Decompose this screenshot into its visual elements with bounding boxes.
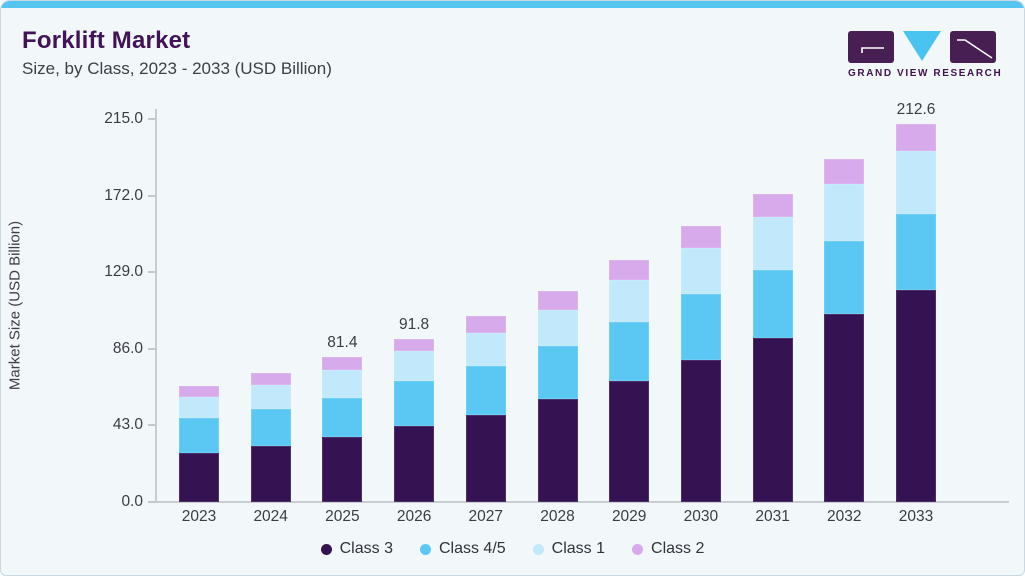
legend-dot-icon bbox=[320, 543, 332, 555]
bar-segment-2023-class-3 bbox=[179, 453, 219, 502]
bar-segment-2028-class-3 bbox=[537, 398, 578, 502]
legend-label: Class 2 bbox=[651, 540, 705, 557]
legend-item-class-4-5: Class 4/5 bbox=[419, 540, 506, 558]
legend-label: Class 1 bbox=[551, 540, 606, 557]
bar-segment-2033-class-1 bbox=[896, 151, 936, 215]
legend-item-class-3: Class 3 bbox=[320, 540, 393, 558]
x-tick-label-2031: 2031 bbox=[755, 508, 790, 525]
logo-marks bbox=[848, 31, 996, 64]
logo-text: GRAND VIEW RESEARCH bbox=[848, 68, 1003, 79]
x-tick-label-2027: 2027 bbox=[468, 508, 504, 525]
bar-total-label-2026: 91.8 bbox=[399, 315, 430, 333]
legend-label: Class 3 bbox=[339, 540, 393, 557]
bar-total-label-2025: 81.4 bbox=[327, 334, 358, 352]
y-tick-label-0.0: 0.0 bbox=[121, 493, 143, 510]
bar-segment-2028-class-4-5 bbox=[537, 345, 578, 399]
bar-segment-2028-class-1 bbox=[537, 309, 578, 346]
page-title: Forklift Market bbox=[22, 27, 191, 54]
bar-segment-2023-class-4-5 bbox=[179, 418, 219, 454]
y-tick-label-86.0: 86.0 bbox=[112, 339, 143, 357]
chart-legend: Class 3 Class 4/5 Class 1 Class 2 bbox=[1, 540, 1024, 558]
y-tick-label-172.0: 172.0 bbox=[104, 186, 143, 204]
bar-segment-2028-class-2 bbox=[537, 290, 578, 310]
bar-segment-2025-class-3 bbox=[322, 437, 363, 502]
x-tick-label-2026: 2026 bbox=[396, 508, 432, 525]
x-tick-label-2024: 2024 bbox=[253, 508, 288, 525]
y-axis-line bbox=[155, 109, 157, 502]
bar-segment-2026-class-3 bbox=[394, 426, 435, 502]
x-axis-line bbox=[155, 501, 1009, 503]
x-tick-label-2029: 2029 bbox=[611, 508, 647, 525]
legend-label: Class 4/5 bbox=[438, 540, 506, 557]
bar-segment-2027-class-3 bbox=[465, 414, 506, 502]
bar-segment-2027-class-4-5 bbox=[465, 366, 506, 415]
bar-segment-2031-class-2 bbox=[752, 194, 793, 217]
logo-g-icon bbox=[848, 31, 894, 63]
bar-segment-2030-class-2 bbox=[680, 225, 721, 248]
top-accent-bar bbox=[1, 1, 1024, 8]
page-subtitle: Size, by Class, 2023 - 2033 (USD Billion… bbox=[22, 59, 332, 78]
bar-segment-2029-class-1 bbox=[609, 280, 650, 322]
bar-segment-2031-class-4-5 bbox=[752, 269, 793, 339]
y-tick-label-129.0: 129.0 bbox=[104, 263, 143, 281]
grand-view-research-logo: GRAND VIEW RESEARCH bbox=[848, 31, 1003, 79]
y-tick-mark-0.0 bbox=[148, 501, 156, 503]
legend-item-class-2: Class 2 bbox=[632, 540, 704, 558]
bar-segment-2029-class-2 bbox=[609, 260, 650, 281]
bar-segment-2031-class-3 bbox=[752, 338, 793, 502]
x-tick-label-2028: 2028 bbox=[540, 508, 575, 525]
y-tick-label-215.0: 215.0 bbox=[104, 110, 143, 128]
legend-item-class-1: Class 1 bbox=[532, 540, 606, 558]
bar-segment-2026-class-1 bbox=[394, 351, 435, 382]
bar-segment-2025-class-2 bbox=[322, 357, 363, 370]
bar-segment-2024-class-1 bbox=[250, 384, 291, 409]
x-tick-label-2033: 2033 bbox=[898, 508, 934, 525]
bar-segment-2023-class-2 bbox=[179, 386, 219, 398]
bar-segment-2023-class-1 bbox=[179, 397, 219, 419]
bar-segment-2027-class-1 bbox=[465, 332, 506, 367]
y-tick-mark-129.0 bbox=[148, 271, 156, 274]
bar-segment-2033-class-4-5 bbox=[896, 214, 936, 290]
y-tick-label-43.0: 43.0 bbox=[112, 416, 143, 434]
x-tick-label-2025: 2025 bbox=[325, 508, 360, 525]
bar-segment-2024-class-2 bbox=[250, 372, 291, 385]
bar-segment-2024-class-3 bbox=[250, 445, 291, 502]
bar-total-label-2033: 212.6 bbox=[896, 100, 936, 118]
bar-segment-2033-class-3 bbox=[896, 289, 936, 502]
bar-segment-2027-class-2 bbox=[465, 316, 506, 333]
y-tick-mark-215.0 bbox=[148, 118, 156, 121]
bar-segment-2025-class-4-5 bbox=[322, 398, 363, 438]
logo-v-icon bbox=[903, 31, 941, 61]
bar-segment-2032-class-4-5 bbox=[824, 240, 865, 315]
bar-segment-2029-class-3 bbox=[609, 381, 650, 502]
bar-segment-2033-class-2 bbox=[896, 123, 936, 152]
y-tick-mark-172.0 bbox=[148, 194, 156, 197]
bar-segment-2032-class-3 bbox=[824, 314, 865, 502]
bar-segment-2030-class-1 bbox=[680, 247, 721, 295]
logo-r-icon bbox=[950, 31, 996, 63]
legend-dot-icon bbox=[419, 543, 431, 555]
y-tick-mark-43.0 bbox=[148, 424, 156, 427]
bar-segment-2031-class-1 bbox=[752, 216, 793, 270]
x-tick-label-2032: 2032 bbox=[827, 508, 862, 525]
bar-segment-2032-class-1 bbox=[824, 184, 865, 241]
x-tick-label-2030: 2030 bbox=[683, 508, 719, 525]
legend-dot-icon bbox=[532, 543, 544, 555]
bar-segment-2030-class-4-5 bbox=[680, 294, 721, 360]
bar-segment-2029-class-4-5 bbox=[609, 321, 650, 382]
bar-segment-2032-class-2 bbox=[824, 159, 865, 185]
bar-segment-2025-class-1 bbox=[322, 369, 363, 399]
bar-segment-2024-class-4-5 bbox=[250, 408, 291, 446]
legend-dot-icon bbox=[632, 543, 644, 555]
bar-segment-2030-class-3 bbox=[680, 359, 721, 502]
bar-segment-2026-class-2 bbox=[394, 338, 435, 352]
bar-segment-2026-class-4-5 bbox=[394, 381, 435, 427]
y-tick-mark-86.0 bbox=[148, 347, 156, 350]
x-tick-label-2023: 2023 bbox=[181, 508, 217, 525]
